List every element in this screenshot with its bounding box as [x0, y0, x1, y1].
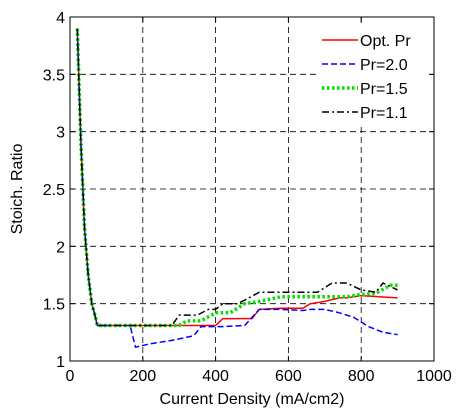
legend-background: [316, 27, 426, 127]
x-tick-label: 800: [348, 368, 375, 385]
y-tick-label: 3: [56, 125, 65, 142]
x-tick-label: 200: [129, 368, 156, 385]
x-tick-label: 400: [202, 368, 229, 385]
x-tick-label: 600: [275, 368, 302, 385]
y-tick-label: 2: [56, 239, 65, 256]
x-tick-label: 1000: [416, 368, 452, 385]
legend-label: Opt. Pr: [360, 33, 411, 50]
y-tick-label: 1: [56, 354, 65, 371]
series-lines: [75, 28, 398, 348]
legend: Opt. Pr Pr=2.0 Pr=1.5 Pr=1.1: [316, 27, 426, 127]
y-tick-label: 3.5: [43, 67, 65, 84]
x-tick-label: 0: [66, 368, 75, 385]
x-axis-label: Current Density (mA/cm2): [160, 391, 345, 408]
y-tick-label: 2.5: [43, 182, 65, 199]
legend-label: Pr=1.1: [360, 105, 408, 122]
y-axis-label: Stoich. Ratio: [9, 144, 26, 235]
y-tick-label: 1.5: [43, 297, 65, 314]
axis-ticks: 0 200 400 600 800 1000 1 1.5 2 2.5 3 3.5 4: [43, 10, 452, 385]
legend-label: Pr=2.0: [360, 57, 408, 74]
y-tick-label: 4: [56, 10, 65, 27]
grid-lines: [70, 17, 434, 361]
legend-label: Pr=1.5: [360, 81, 408, 98]
series-line-3: [76, 28, 398, 327]
